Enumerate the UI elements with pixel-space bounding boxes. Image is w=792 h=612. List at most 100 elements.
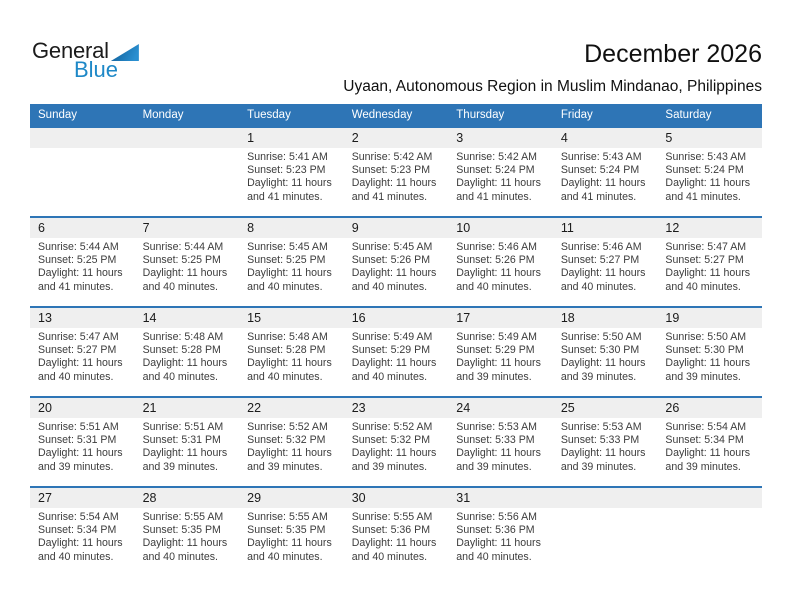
- day-info-line: Daylight: 11 hours: [142, 447, 228, 460]
- day-number: 31: [448, 488, 553, 508]
- page-subtitle: Uyaan, Autonomous Region in Muslim Minda…: [343, 78, 762, 95]
- day-info: Sunrise: 5:52 AM Sunset: 5:32 PM Daylight:…: [239, 418, 344, 474]
- day-cell-27: 27 Sunrise: 5:54 AM Sunset: 5:34 PM Dayligh…: [30, 488, 135, 576]
- day-info: Sunrise: 5:42 AM Sunset: 5:23 PM Daylight:…: [344, 148, 449, 204]
- day-info-line: Sunset: 5:27 PM: [665, 254, 744, 267]
- day-cell-empty: [134, 128, 240, 216]
- day-info: Sunrise: 5:51 AM Sunset: 5:31 PM Daylight:…: [30, 418, 135, 474]
- day-cell-13: 13 Sunrise: 5:47 AM Sunset: 5:27 PM Dayligh…: [30, 308, 135, 396]
- day-number: 9: [343, 218, 449, 238]
- day-info-line: Sunset: 5:24 PM: [560, 164, 640, 177]
- day-info-line: and 40 minutes.: [456, 550, 532, 563]
- day-cell-9: 9 Sunrise: 5:45 AM Sunset: 5:26 PM Daylight…: [343, 218, 449, 306]
- day-info-line: Sunset: 5:24 PM: [665, 164, 744, 177]
- day-number: 30: [343, 488, 449, 508]
- day-number: 3: [448, 128, 553, 148]
- day-info-line: Sunrise: 5:48 AM: [142, 331, 224, 343]
- day-info-line: and 40 minutes.: [142, 280, 218, 293]
- day-cell-2: 2 Sunrise: 5:42 AM Sunset: 5:23 PM Daylight…: [343, 128, 449, 216]
- day-info-line: Daylight: 11 hours: [247, 537, 332, 550]
- day-number: 5: [657, 128, 762, 148]
- day-number: 4: [552, 128, 658, 148]
- logo-text-general: General: [32, 38, 109, 63]
- day-info-line: Sunset: 5:23 PM: [351, 164, 431, 177]
- day-info-line: Sunrise: 5:51 AM: [38, 421, 119, 433]
- day-cell-empty: [657, 488, 762, 576]
- day-info-line: and 40 minutes.: [665, 280, 741, 293]
- day-info: Sunrise: 5:49 AM Sunset: 5:29 PM Daylight:…: [448, 328, 553, 384]
- day-info-line: Sunrise: 5:42 AM: [351, 151, 433, 163]
- calendar: Sunday Monday Tuesday Wednesday Thursday Frid…: [30, 104, 762, 576]
- day-info-line: Sunset: 5:32 PM: [351, 434, 431, 447]
- day-number: 23: [343, 398, 449, 418]
- day-info-line: and 40 minutes.: [351, 550, 428, 563]
- day-info: Sunrise: 5:48 AM Sunset: 5:28 PM Daylight:…: [135, 328, 240, 384]
- day-number: [657, 488, 762, 508]
- day-info-line: Sunset: 5:25 PM: [142, 254, 221, 267]
- day-info-line: and 39 minutes.: [142, 460, 218, 473]
- day-info: Sunrise: 5:47 AM Sunset: 5:27 PM Daylight:…: [30, 328, 135, 384]
- day-info-line: and 40 minutes.: [560, 280, 637, 293]
- day-number: 19: [657, 308, 762, 328]
- day-cell-29: 29 Sunrise: 5:55 AM Sunset: 5:35 PM Dayligh…: [239, 488, 344, 576]
- day-info-line: Sunrise: 5:50 AM: [665, 331, 747, 343]
- day-cell-empty: [552, 488, 658, 576]
- day-info-line: and 39 minutes.: [665, 460, 741, 473]
- day-cell-16: 16 Sunrise: 5:49 AM Sunset: 5:29 PM Dayligh…: [343, 308, 449, 396]
- calendar-weeks: 1 Sunrise: 5:41 AM Sunset: 5:23 PM Daylight…: [30, 126, 762, 576]
- day-info-line: Daylight: 11 hours: [456, 177, 541, 190]
- day-number: 20: [30, 398, 135, 418]
- day-info-line: Sunrise: 5:41 AM: [247, 151, 328, 163]
- day-info: Sunrise: 5:55 AM Sunset: 5:35 PM Daylight:…: [239, 508, 344, 564]
- day-number: 21: [134, 398, 240, 418]
- day-info: Sunrise: 5:49 AM Sunset: 5:29 PM Daylight:…: [344, 328, 449, 384]
- day-number: 17: [448, 308, 553, 328]
- day-cell-11: 11 Sunrise: 5:46 AM Sunset: 5:27 PM Dayligh…: [552, 218, 658, 306]
- day-info-line: Daylight: 11 hours: [247, 357, 332, 370]
- day-info-line: Daylight: 11 hours: [456, 267, 541, 280]
- day-info-line: Sunset: 5:34 PM: [38, 524, 117, 537]
- day-number: 15: [239, 308, 344, 328]
- day-info-line: Sunset: 5:28 PM: [142, 344, 221, 357]
- day-number: 27: [30, 488, 135, 508]
- day-info: Sunrise: 5:44 AM Sunset: 5:25 PM Daylight:…: [30, 238, 135, 294]
- day-info-line: Sunrise: 5:56 AM: [456, 511, 537, 523]
- day-info-line: Sunset: 5:33 PM: [456, 434, 535, 447]
- day-info-line: Daylight: 11 hours: [665, 447, 751, 460]
- day-info-line: Daylight: 11 hours: [38, 447, 123, 460]
- day-info-line: Sunrise: 5:51 AM: [142, 421, 224, 433]
- day-info-line: Daylight: 11 hours: [38, 357, 123, 370]
- day-info-line: Sunset: 5:36 PM: [456, 524, 535, 537]
- day-info-line: Sunrise: 5:49 AM: [351, 331, 433, 343]
- day-info-line: Sunrise: 5:53 AM: [456, 421, 537, 433]
- day-info-line: Sunrise: 5:44 AM: [142, 241, 224, 253]
- day-info-line: and 40 minutes.: [142, 550, 218, 563]
- day-info-line: Daylight: 11 hours: [560, 357, 646, 370]
- day-info-line: Sunset: 5:25 PM: [38, 254, 117, 267]
- day-info-line: and 41 minutes.: [351, 190, 428, 203]
- day-number: 22: [239, 398, 344, 418]
- weekday-thursday: Thursday: [456, 109, 505, 121]
- day-info-line: and 39 minutes.: [247, 460, 323, 473]
- day-info: Sunrise: 5:51 AM Sunset: 5:31 PM Daylight:…: [135, 418, 240, 474]
- day-info-line: and 39 minutes.: [560, 370, 637, 383]
- logo-text-blue: Blue: [74, 57, 119, 82]
- weekday-saturday: Saturday: [665, 109, 712, 121]
- day-cell-31: 31 Sunrise: 5:56 AM Sunset: 5:36 PM Dayligh…: [448, 488, 553, 576]
- day-cell-empty: [30, 128, 135, 216]
- day-info-line: and 40 minutes.: [351, 280, 428, 293]
- day-number: 24: [448, 398, 553, 418]
- week-row: 6 Sunrise: 5:44 AM Sunset: 5:25 PM Daylight…: [30, 216, 762, 306]
- day-info-line: Sunset: 5:36 PM: [351, 524, 431, 537]
- week-row: 13 Sunrise: 5:47 AM Sunset: 5:27 PM Dayligh…: [30, 306, 762, 396]
- day-info-line: Daylight: 11 hours: [351, 537, 437, 550]
- day-info-line: Daylight: 11 hours: [142, 537, 228, 550]
- day-info-line: Sunset: 5:32 PM: [247, 434, 326, 447]
- day-info-line: Daylight: 11 hours: [456, 447, 541, 460]
- day-number: 26: [657, 398, 762, 418]
- day-info: Sunrise: 5:46 AM Sunset: 5:26 PM Daylight:…: [448, 238, 553, 294]
- day-info-line: Sunrise: 5:54 AM: [665, 421, 747, 433]
- day-cell-12: 12 Sunrise: 5:47 AM Sunset: 5:27 PM Dayligh…: [657, 218, 762, 306]
- logo-triangle-icon: [110, 44, 139, 61]
- day-cell-28: 28 Sunrise: 5:55 AM Sunset: 5:35 PM Dayligh…: [134, 488, 240, 576]
